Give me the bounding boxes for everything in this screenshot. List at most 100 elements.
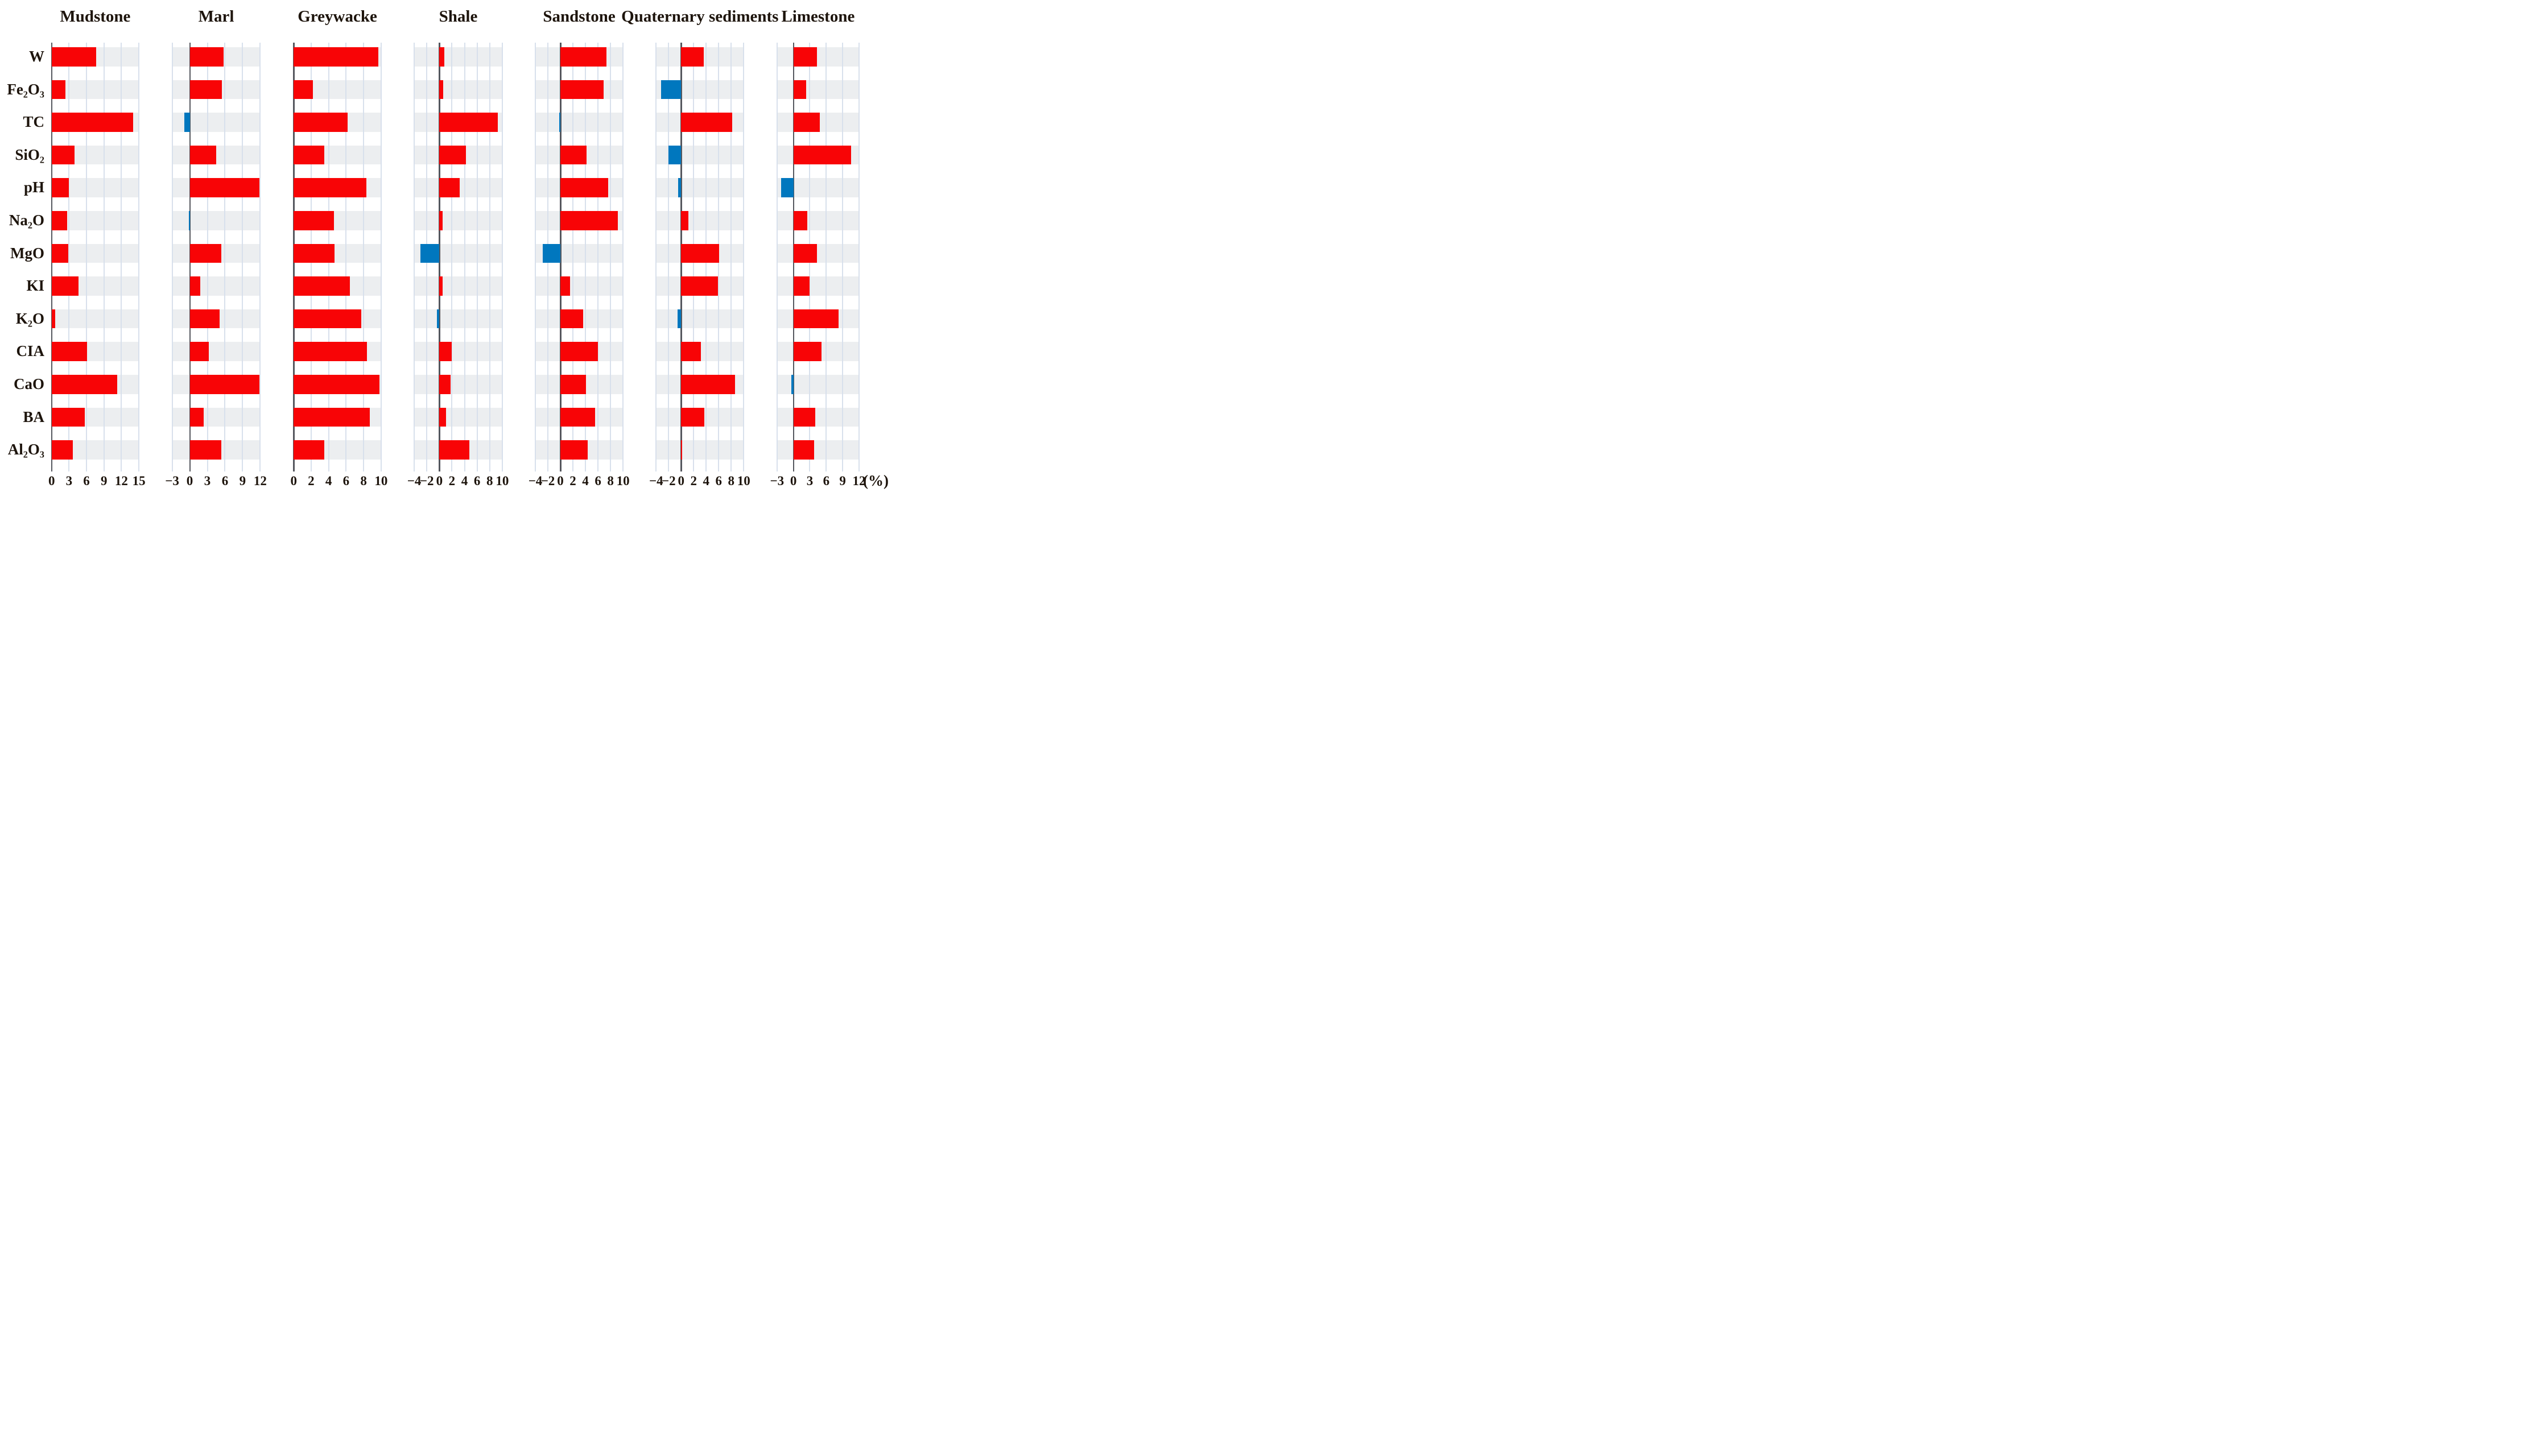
row-label-ph: pH bbox=[23, 179, 44, 196]
unit-label: (%) bbox=[863, 472, 889, 489]
gridline-shale bbox=[476, 43, 478, 471]
row-label-sio: SiO₂ bbox=[15, 146, 44, 163]
panel-title-sandstone: Sandstone bbox=[543, 7, 616, 26]
bar-limestone-ba bbox=[793, 407, 816, 427]
row-label-cao: CaO bbox=[14, 375, 44, 392]
bar-greywacke-ba bbox=[294, 407, 370, 427]
band-limestone-al-o bbox=[777, 440, 859, 460]
gridline-marl bbox=[259, 43, 261, 471]
bar-mudstone-ph bbox=[51, 178, 69, 197]
band-limestone-fe-o bbox=[777, 80, 859, 100]
bar-sandstone-ki bbox=[560, 276, 570, 296]
bar-marl-sio bbox=[189, 145, 216, 165]
bar-greywacke-ki bbox=[294, 276, 350, 296]
bar-marl-ph bbox=[189, 178, 260, 197]
tick-label-sandstone: 4 bbox=[582, 474, 589, 488]
row-label-fe-o: Fe₂O₃ bbox=[7, 80, 44, 98]
tick-label-limestone: 0 bbox=[790, 474, 797, 488]
bar-greywacke-na-o bbox=[294, 211, 334, 230]
tick-label-limestone: 6 bbox=[823, 474, 830, 488]
bar-marl-cia bbox=[189, 342, 209, 361]
bar-greywacke-mgo bbox=[294, 243, 335, 263]
tick-label-sandstone: 0 bbox=[557, 474, 564, 488]
bar-mudstone-fe-o bbox=[51, 80, 66, 100]
band-shale-ki bbox=[414, 276, 502, 296]
bar-shale-ki bbox=[439, 276, 443, 296]
gridline-sandstone bbox=[535, 43, 536, 471]
row-label-ba: BA bbox=[23, 408, 44, 425]
bar-mudstone-ki bbox=[51, 276, 79, 296]
tick-label-marl: 3 bbox=[204, 474, 211, 488]
panel-title-quaternary-sediments: Quaternary sediments bbox=[621, 7, 779, 26]
panel-title-marl: Marl bbox=[198, 7, 234, 26]
bar-marl-w bbox=[189, 47, 224, 67]
tick-label-shale: 6 bbox=[473, 474, 481, 488]
tick-label-quaternary-sediments: 4 bbox=[703, 474, 710, 488]
bar-shale-tc bbox=[439, 113, 498, 132]
gridline-limestone bbox=[842, 43, 844, 471]
tick-label-marl: 6 bbox=[221, 474, 229, 488]
band-marl-ba bbox=[172, 407, 261, 427]
bar-greywacke-k-o bbox=[294, 309, 361, 329]
tick-label-greywacke: 2 bbox=[308, 474, 315, 488]
panel-limestone: −3 0 3 6 9 12 bbox=[770, 43, 865, 488]
bar-mudstone-mgo bbox=[51, 243, 69, 263]
bar-shale-na-o bbox=[439, 211, 443, 230]
gridline-mudstone bbox=[138, 43, 140, 471]
tick-label-marl: 9 bbox=[239, 474, 246, 488]
row-label-mgo: MgO bbox=[10, 244, 44, 262]
gridline-limestone bbox=[825, 43, 827, 471]
tick-label-quaternary-sediments: 0 bbox=[678, 474, 685, 488]
band-marl-na-o bbox=[172, 211, 261, 230]
bar-shale-cao bbox=[439, 375, 451, 394]
bar-mudstone-w bbox=[51, 47, 97, 67]
gridline-marl bbox=[171, 43, 173, 471]
tick-label-limestone: 3 bbox=[806, 474, 814, 488]
tick-label-limestone: −3 bbox=[770, 474, 785, 488]
bar-quaternary-sediments-cao bbox=[681, 375, 735, 394]
band-marl-ki bbox=[172, 276, 261, 296]
tick-label-limestone: 9 bbox=[839, 474, 846, 488]
panel-title-greywacke: Greywacke bbox=[298, 7, 377, 26]
bar-shale-cia bbox=[439, 342, 452, 361]
gridline-sandstone bbox=[597, 43, 599, 471]
panel-title-mudstone: Mudstone bbox=[60, 7, 131, 26]
panel-greywacke: 0 2 4 6 8 10 bbox=[290, 43, 387, 488]
row-label-k-o: K₂O bbox=[15, 309, 44, 327]
bar-limestone-fe-o bbox=[793, 80, 806, 100]
bar-quaternary-sediments-cia bbox=[681, 342, 701, 361]
tick-label-quaternary-sediments: 6 bbox=[715, 474, 723, 488]
panel-quaternary-sediments: −4 −2 0 2 4 6 8 10 bbox=[649, 43, 750, 488]
band-limestone-ki bbox=[777, 276, 859, 296]
bar-shale-ba bbox=[439, 407, 447, 427]
tick-label-greywacke: 6 bbox=[342, 474, 350, 488]
gridline-limestone bbox=[858, 43, 860, 471]
tick-label-quaternary-sediments: 2 bbox=[690, 474, 697, 488]
bar-sandstone-w bbox=[560, 47, 607, 67]
band-shale-cia bbox=[414, 342, 502, 361]
gridline-marl bbox=[224, 43, 226, 471]
bar-greywacke-fe-o bbox=[294, 80, 313, 100]
bar-quaternary-sediments-al-o bbox=[681, 440, 682, 460]
tick-label-greywacke: 0 bbox=[290, 474, 297, 488]
tick-label-shale: 2 bbox=[448, 474, 456, 488]
bar-mudstone-cao bbox=[51, 375, 118, 394]
bar-limestone-al-o bbox=[793, 440, 815, 460]
bar-mudstone-sio bbox=[51, 145, 75, 165]
panel-mudstone: 0 3 6 9 12 15 bbox=[48, 43, 146, 488]
bar-limestone-na-o bbox=[793, 211, 807, 230]
bar-mudstone-na-o bbox=[51, 211, 68, 230]
panel-title-limestone: Limestone bbox=[781, 7, 855, 26]
row-label-na-o: Na₂O bbox=[9, 212, 44, 229]
tick-label-mudstone: 3 bbox=[65, 474, 73, 488]
bar-mudstone-ba bbox=[51, 407, 85, 427]
gridline-sandstone bbox=[572, 43, 574, 471]
gridline-shale bbox=[414, 43, 415, 471]
gridline-mudstone bbox=[103, 43, 105, 471]
bar-limestone-mgo bbox=[793, 243, 817, 263]
bar-limestone-cao bbox=[791, 375, 794, 394]
tick-label-sandstone: 6 bbox=[595, 474, 601, 488]
tick-label-greywacke: 4 bbox=[325, 474, 332, 488]
bar-marl-fe-o bbox=[189, 80, 222, 100]
row-label-al-o: Al₂O₃ bbox=[7, 441, 44, 458]
